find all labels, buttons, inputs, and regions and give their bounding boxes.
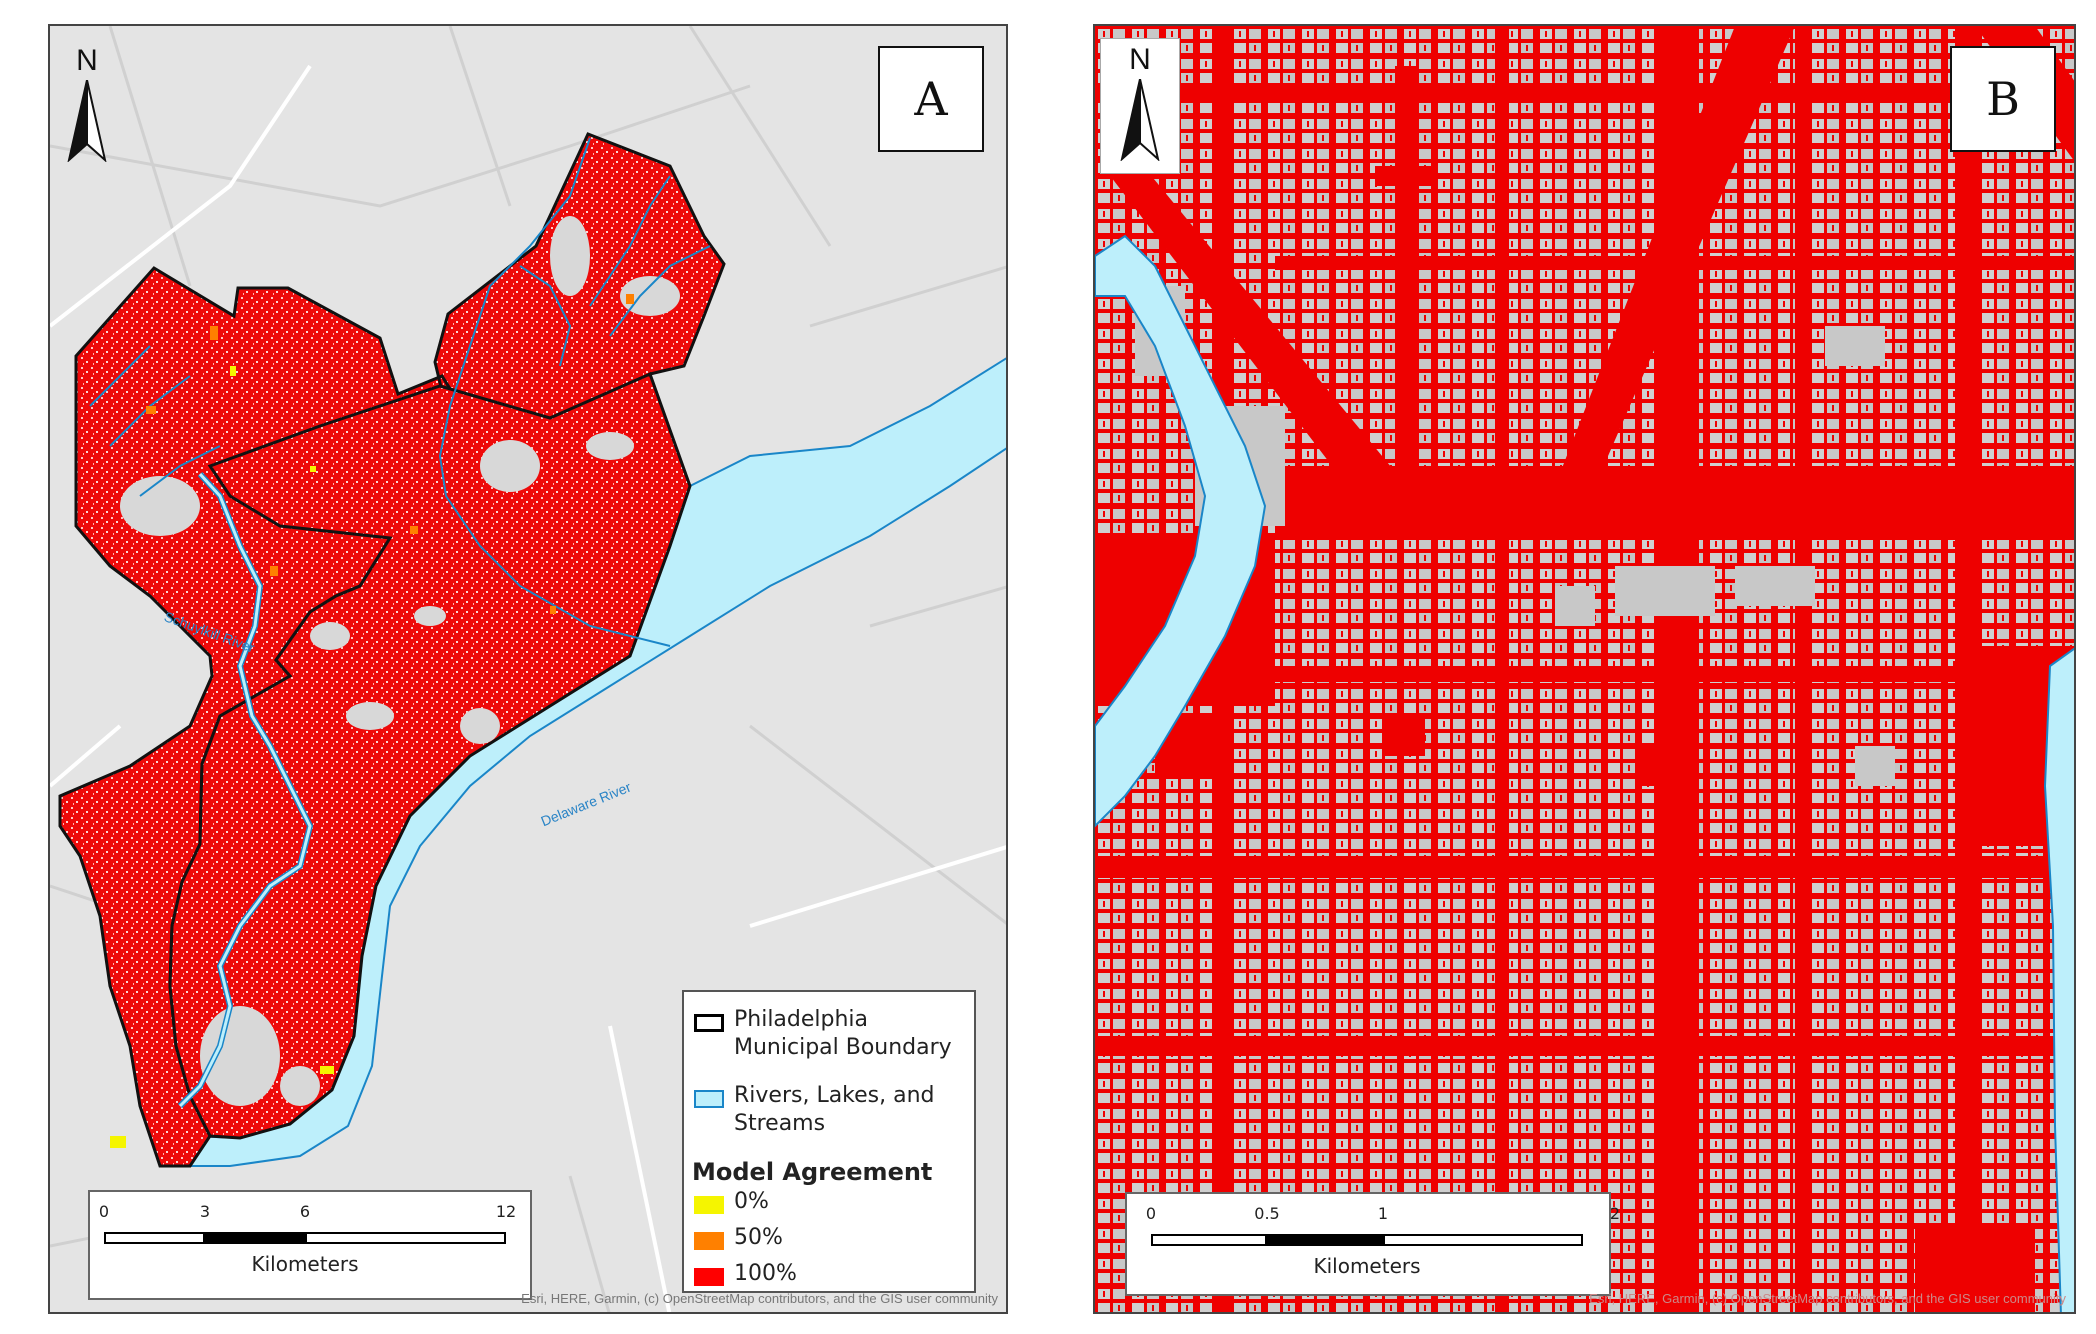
map-attribution: Esri, HERE, Garmin, (c) OpenStreetMap co… [521, 1291, 998, 1306]
legend-class-50: 50% [694, 1224, 964, 1252]
legend-title: Model Agreement [692, 1158, 933, 1186]
scale-tick: 3 [199, 1202, 211, 1221]
scale-segment [1151, 1234, 1267, 1246]
scale-segment [1383, 1234, 1583, 1246]
scale-tick: 2 [1609, 1204, 1621, 1223]
scale-tick: 0 [98, 1202, 110, 1221]
map-panel-a: Schuylkill River Delaware River N A Phil… [48, 24, 1008, 1314]
map-attribution: Esri, HERE, Garmin, (c) OpenStreetMap co… [1589, 1291, 2066, 1306]
legend-item-boundary: Philadelphia Municipal Boundary [694, 1006, 964, 1062]
scale-segment [1267, 1234, 1383, 1246]
philadelphia-map [50, 26, 1006, 1312]
non-urban-areas [120, 216, 680, 1106]
north-arrow-label: N [1129, 43, 1151, 76]
swatch-0-percent [694, 1196, 724, 1214]
scale-bar-b: 0 0.5 1 2 Kilometers [1125, 1192, 1620, 1296]
scale-segment [104, 1232, 205, 1244]
schuylkill-river-fill [178, 472, 312, 1108]
legend-label-boundary: Philadelphia Municipal Boundary [734, 1007, 952, 1060]
urban-core [168, 371, 692, 1140]
scale-tick: 1 [1377, 1204, 1389, 1223]
scale-tick: 0.5 [1254, 1204, 1280, 1223]
delaware-river [2043, 647, 2074, 1312]
scale-segment [305, 1232, 506, 1244]
legend-item-water: Rivers, Lakes, and Streams [694, 1082, 964, 1138]
map-panel-b: N B 0 0.5 1 2 Kilometers Esri, HERE, Gar… [1093, 24, 2076, 1314]
legend-class-0: 0% [694, 1188, 964, 1216]
north-arrow: N [1100, 38, 1180, 174]
map-legend: Philadelphia Municipal Boundary Rivers, … [682, 990, 976, 1293]
panel-letter-b: B [1950, 46, 2056, 152]
swatch-100-percent [694, 1268, 724, 1286]
schuylkill-river [1095, 234, 1267, 828]
legend-class-100: 100% [694, 1260, 964, 1288]
north-arrow-label: N [76, 44, 98, 77]
center-city-map [1095, 26, 2074, 1312]
scale-tick: 0 [1145, 1204, 1157, 1223]
water-swatch [694, 1090, 724, 1108]
scale-tick: 6 [299, 1202, 311, 1221]
basemap-highways [50, 64, 1006, 1312]
legend-label-100-percent: 100% [734, 1261, 797, 1286]
panel-letter-a: A [878, 46, 984, 152]
agreement-speckles [110, 294, 634, 1148]
boundary-swatch [694, 1014, 724, 1032]
legend-label-50-percent: 50% [734, 1225, 783, 1250]
scale-tick: 12 [495, 1202, 517, 1221]
north-arrow: N [50, 44, 124, 166]
scale-bar-a: 0 3 6 12 Kilometers [88, 1190, 532, 1300]
streams [89, 137, 711, 647]
legend-label-water: Rivers, Lakes, and Streams [734, 1083, 935, 1136]
north-arrow-icon [67, 80, 107, 162]
north-arrow-icon [1120, 79, 1160, 161]
scale-unit: Kilometers [251, 1252, 359, 1276]
swatch-50-percent [694, 1232, 724, 1250]
legend-label-0-percent: 0% [734, 1189, 769, 1214]
scale-unit: Kilometers [1313, 1254, 1421, 1278]
scale-segment [205, 1232, 305, 1244]
